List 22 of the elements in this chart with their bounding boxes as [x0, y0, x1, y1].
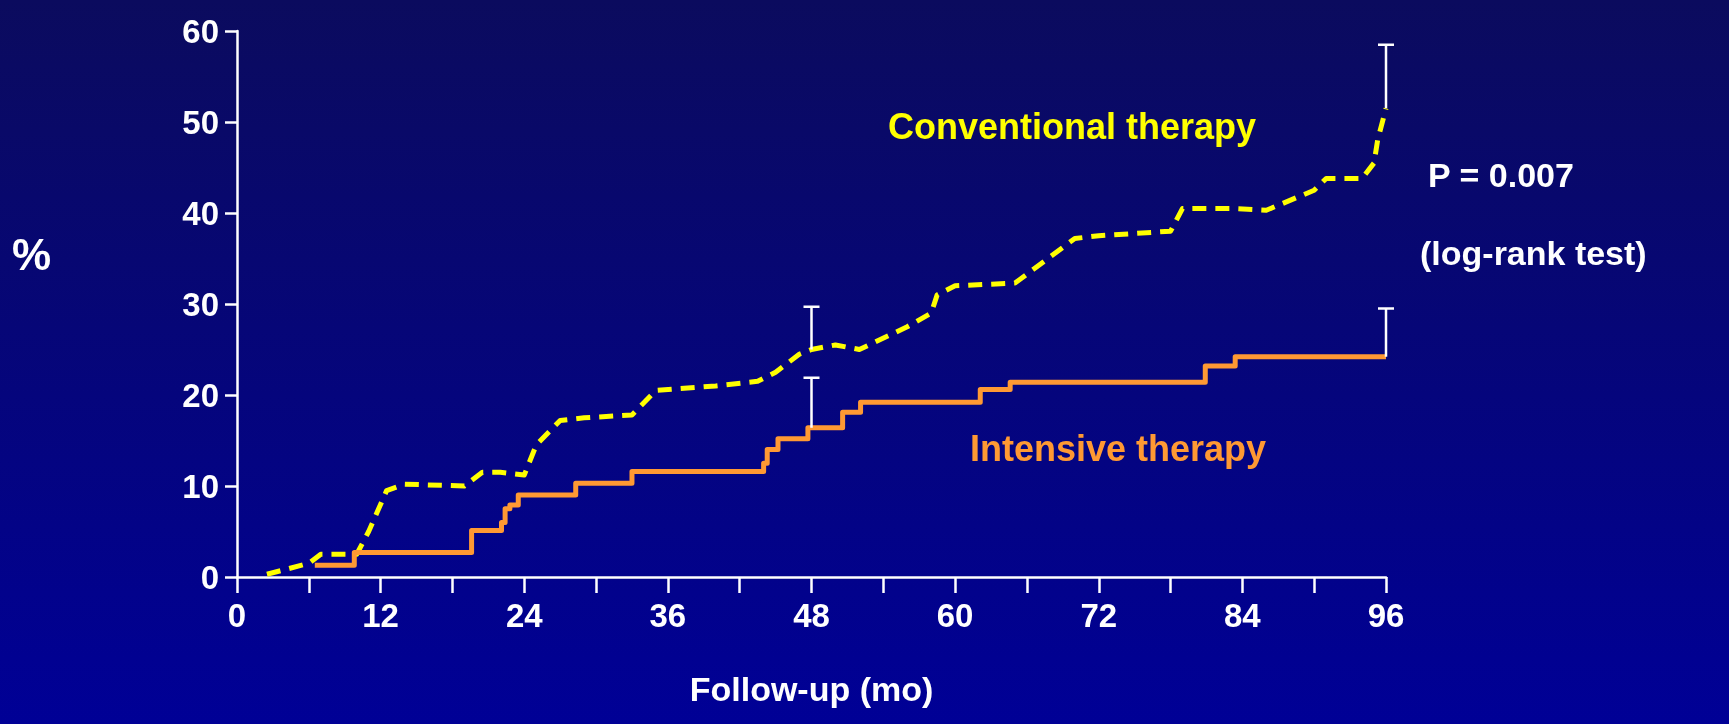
y-tick-label: 60: [182, 12, 219, 50]
x-axis-title: Follow-up (mo): [689, 670, 934, 708]
series-label: Conventional therapy: [888, 105, 1257, 147]
x-tick-label: 72: [1080, 597, 1118, 634]
x-tick-label: 36: [649, 597, 687, 634]
series-label: Intensive therapy: [970, 427, 1267, 469]
y-tick-label: 20: [182, 376, 219, 414]
y-tick-label: 50: [182, 103, 219, 141]
y-tick-label: 0: [200, 558, 219, 596]
text: P = 0.007: [1428, 156, 1574, 194]
y-tick-label: 10: [182, 467, 219, 505]
y-tick-label: 40: [182, 194, 219, 232]
y-tick-label: 30: [182, 285, 219, 323]
x-tick-label: 0: [227, 597, 247, 634]
x-tick-label: 96: [1367, 597, 1405, 634]
x-tick-label: 12: [362, 597, 399, 634]
y-axis-title: %: [12, 229, 52, 279]
x-tick-label: 24: [505, 597, 544, 634]
x-tick-label: 60: [936, 597, 974, 634]
x-tick-label: 84: [1224, 597, 1262, 634]
text: (log-rank test): [1420, 234, 1647, 272]
x-tick-label: 48: [793, 597, 830, 634]
